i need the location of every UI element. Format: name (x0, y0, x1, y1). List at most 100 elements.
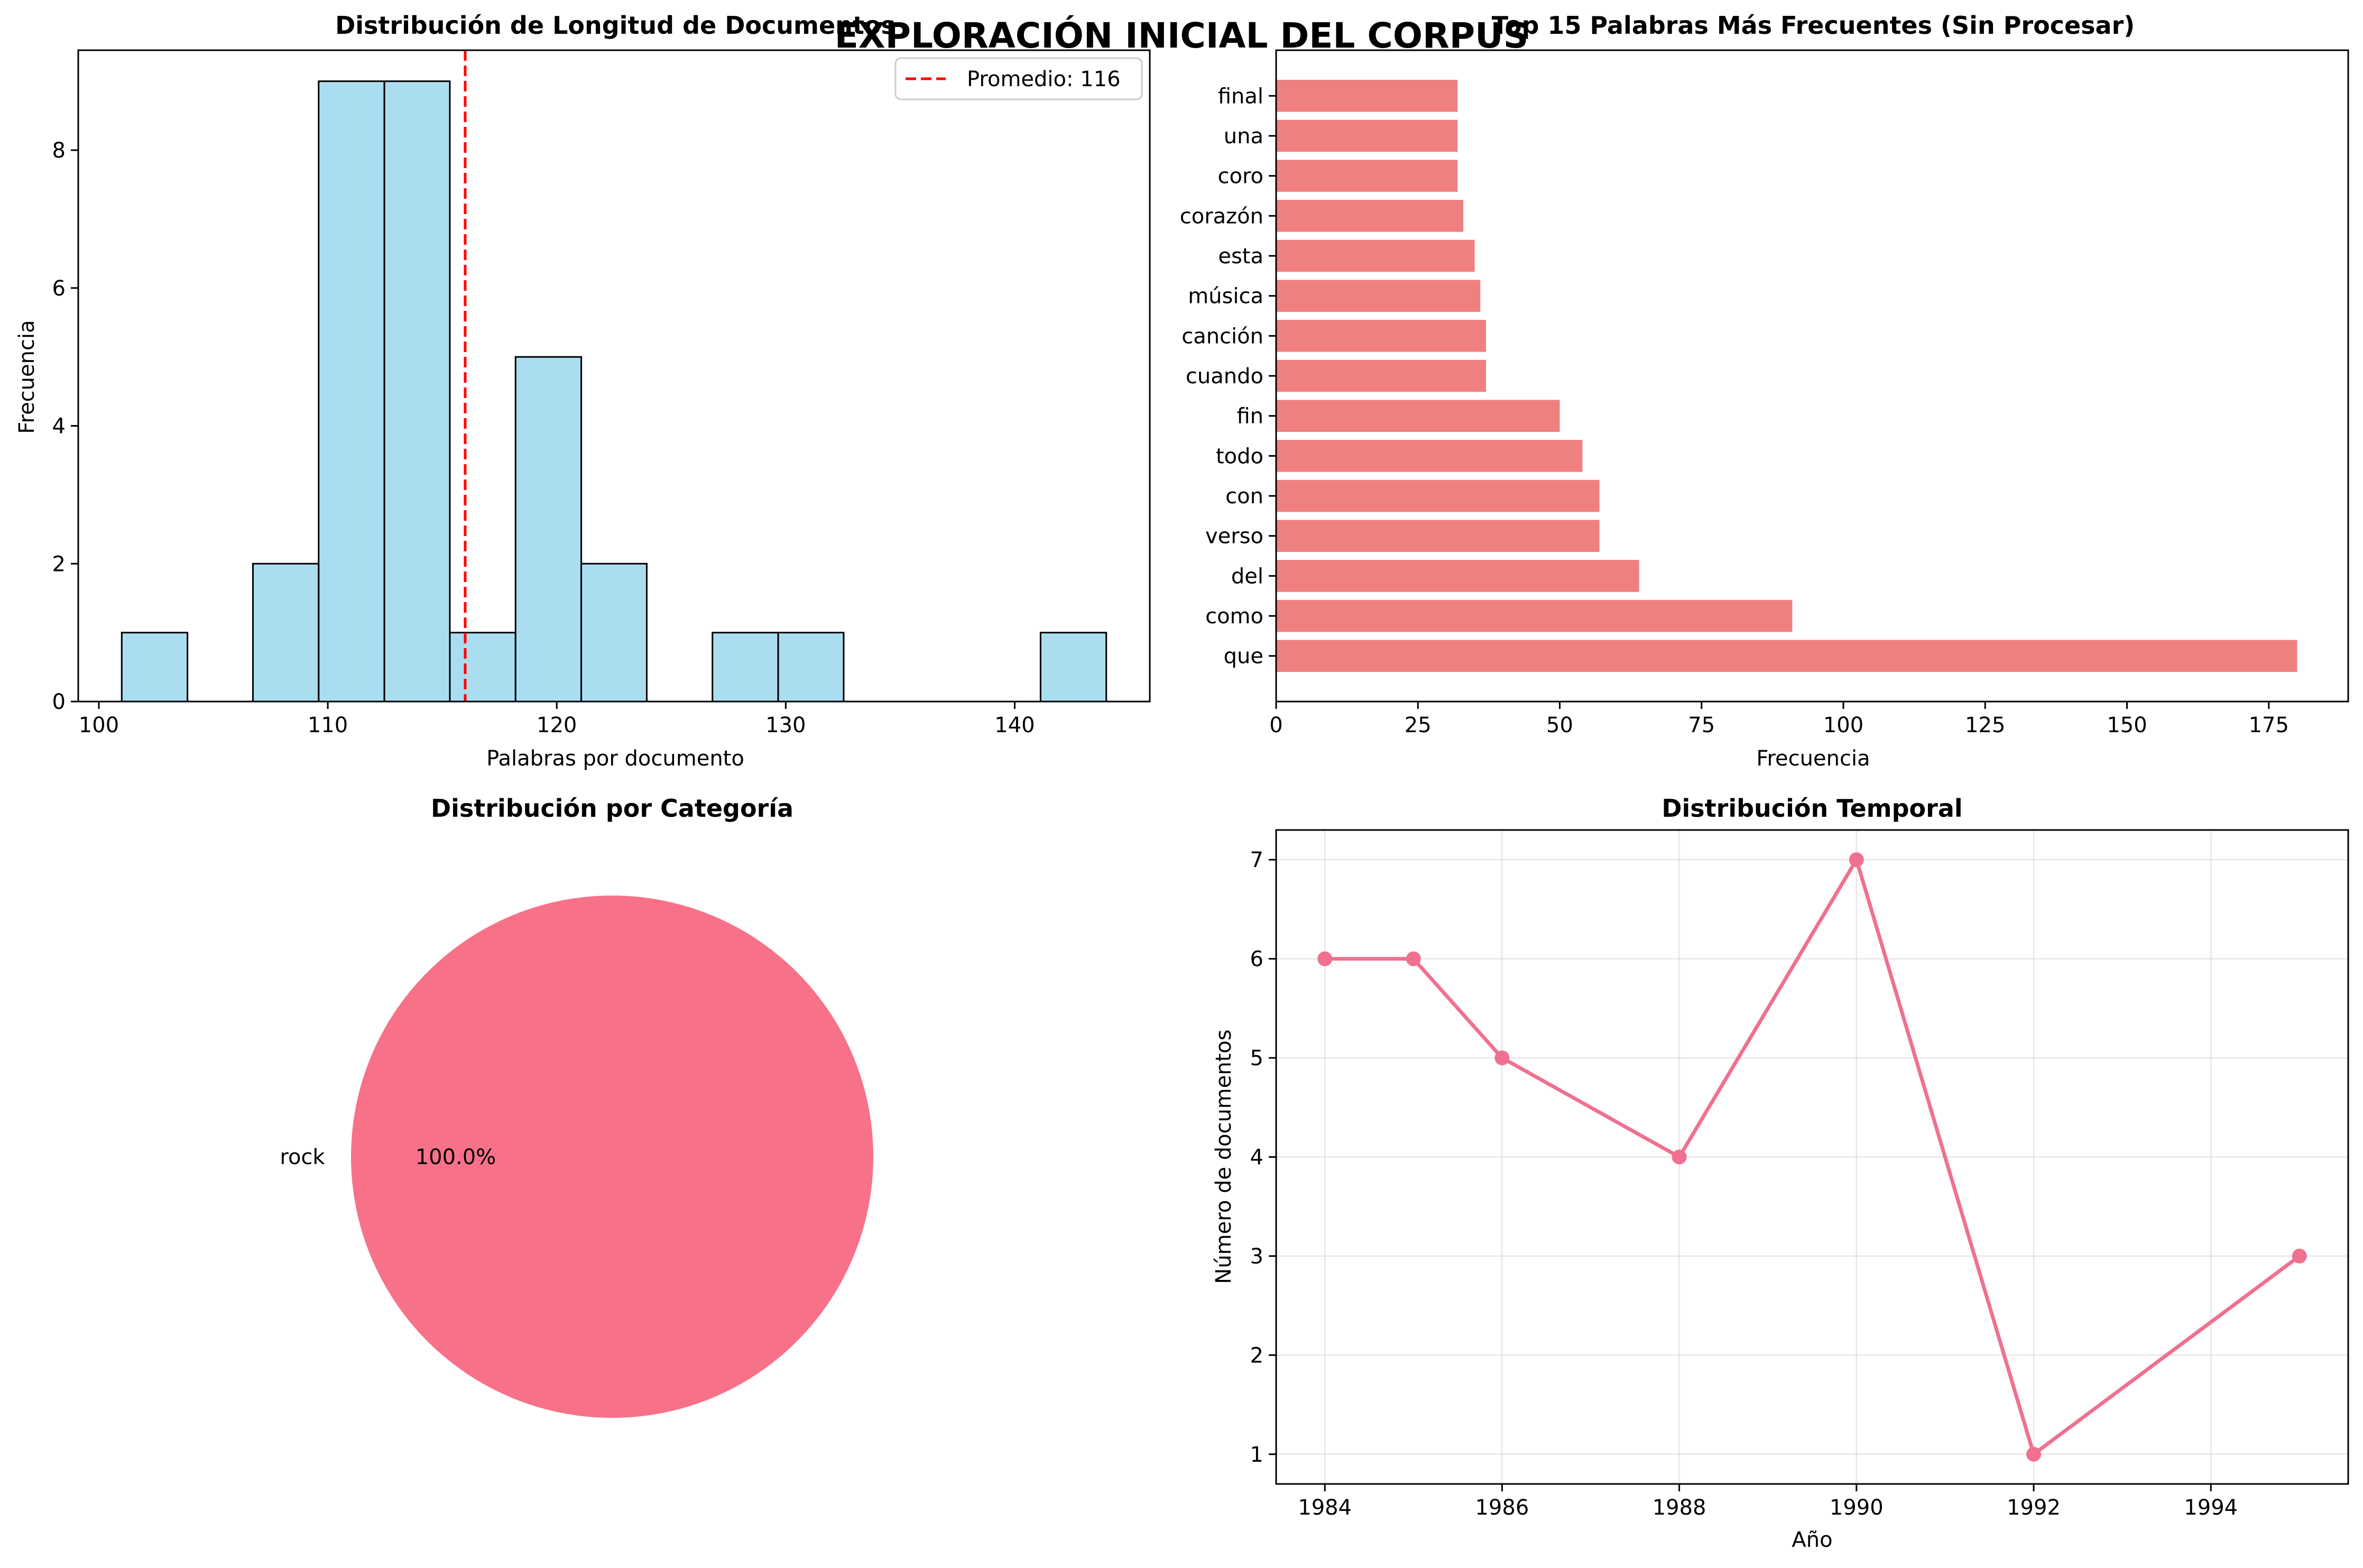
word-bar (1276, 359, 1487, 392)
temporal-point (1672, 1149, 1687, 1165)
temporal-y-tick-label: 6 (1250, 947, 1263, 972)
histogram-title: Distribución de Longitud de Documentos (335, 11, 896, 40)
histogram-x-tick-label: 100 (79, 713, 119, 737)
legend-mean-label: Promedio: 116 (967, 67, 1121, 91)
histogram-ticks: 100 110 120 130 140 0 2 4 6 8 (52, 139, 1035, 737)
histogram-y-tick-label: 6 (52, 276, 66, 301)
temporal-y-tick-label: 5 (1250, 1046, 1263, 1071)
histogram-x-tick-label: 140 (994, 713, 1035, 737)
word-bar (1276, 200, 1464, 232)
word-label: verso (1205, 524, 1263, 549)
histogram-y-tick-label: 8 (52, 139, 66, 163)
top-words-ticks: que como del verso con todo fin cuando canción mú… (1180, 84, 2289, 737)
top-words-x-tick-label: 75 (1688, 713, 1715, 737)
top-words-x-tick-label: 125 (1965, 713, 2005, 737)
temporal-grid (1276, 830, 2348, 1484)
histogram-bar (383, 80, 451, 703)
word-label: que (1224, 644, 1263, 669)
word-label: coro (1217, 164, 1263, 189)
word-bar (1276, 400, 1560, 432)
word-bar (1276, 440, 1583, 472)
word-label: cuando (1186, 364, 1263, 389)
word-bar (1276, 479, 1600, 512)
temporal-y-tick-label: 1 (1250, 1443, 1263, 1467)
word-label: música (1188, 284, 1263, 309)
histogram-bar (252, 562, 320, 703)
temporal-y-tick-label: 4 (1250, 1146, 1263, 1170)
temporal-x-tick-label: 1990 (1830, 1496, 1884, 1520)
word-label: todo (1216, 444, 1263, 468)
histogram-x-tick-label: 120 (537, 713, 577, 737)
temporal-x-tick-label: 1986 (1475, 1496, 1529, 1520)
temporal-x-axis-label: Año (1792, 1528, 1832, 1552)
top-words-bars (1276, 80, 2297, 672)
histogram-bar (712, 632, 779, 703)
legend-box (894, 57, 1143, 100)
histogram-bar (580, 562, 648, 703)
category-panel: Distribución por Categoría rock 100.0% (280, 794, 873, 1418)
top-words-title: Top 15 Palabras Más Frecuentes (Sin Proc… (1492, 11, 2135, 40)
word-bar (1276, 280, 1481, 312)
temporal-y-tick-label: 2 (1250, 1343, 1263, 1368)
histogram-bar (318, 80, 385, 703)
temporal-title: Distribución Temporal (1662, 794, 1962, 823)
histogram-bar (777, 632, 845, 703)
histogram-bar (514, 356, 583, 703)
word-bar (1276, 640, 2297, 672)
temporal-panel: Distribución Temporal Año Número de docu… (1212, 794, 2349, 1552)
histogram-x-axis-label: Palabras por documento (486, 746, 744, 771)
histogram-bar (1039, 632, 1107, 703)
temporal-point (2026, 1446, 2042, 1462)
top-words-x-tick-label: 150 (2107, 713, 2147, 737)
histogram-y-tick-label: 4 (52, 414, 66, 439)
figure-suptitle: EXPLORACIÓN INICIAL DEL CORPUS (835, 15, 1529, 56)
histogram-axes-frame (77, 49, 1151, 703)
top-words-x-tick-label: 25 (1405, 713, 1432, 737)
temporal-y-tick-label: 3 (1250, 1244, 1263, 1269)
word-bar (1276, 160, 1458, 192)
temporal-ticks: 1984 1986 1988 1990 1992 1994 1 2 3 4 5 6 7 (1250, 848, 2238, 1520)
temporal-axes-frame (1275, 829, 2349, 1485)
word-label: esta (1218, 244, 1263, 269)
word-label: con (1225, 484, 1263, 509)
temporal-y-axis-label: Número de documentos (1212, 1029, 1236, 1284)
word-bar (1276, 239, 1475, 272)
temporal-point (1494, 1050, 1510, 1066)
word-bar (1276, 80, 1458, 112)
word-label: corazón (1180, 204, 1263, 228)
word-bar (1276, 520, 1600, 552)
temporal-point (1849, 852, 1864, 868)
histogram-y-tick-label: 0 (52, 690, 66, 714)
word-bar (1276, 119, 1458, 152)
histogram-bar (121, 632, 189, 703)
top-words-axes-frame (1275, 49, 2349, 703)
histogram-legend: Promedio: 116 (894, 57, 1143, 100)
histogram-bars (121, 80, 1107, 703)
word-label: final (1218, 84, 1263, 108)
word-label: una (1224, 124, 1263, 149)
temporal-x-tick-label: 1994 (2184, 1496, 2238, 1520)
histogram-bar (449, 632, 516, 703)
top-words-x-tick-label: 50 (1546, 713, 1573, 737)
histogram-y-tick-label: 2 (52, 552, 66, 576)
pie-percent-rock: 100.0% (416, 1145, 496, 1169)
histogram-panel: Distribución de Longitud de Documentos P… (15, 11, 1151, 771)
top-words-x-tick-label: 175 (2249, 713, 2289, 737)
word-label: fin (1236, 404, 1263, 429)
word-bar (1276, 599, 1793, 632)
histogram-y-axis-label: Frecuencia (15, 320, 39, 433)
top-words-panel: Top 15 Palabras Más Frecuentes (Sin Proc… (1180, 11, 2349, 771)
pie-slice-rock (351, 896, 873, 1418)
word-label: canción (1182, 324, 1263, 348)
top-words-x-axis-label: Frecuencia (1756, 746, 1870, 771)
word-label: como (1205, 604, 1263, 629)
category-title: Distribución por Categoría (431, 794, 793, 823)
temporal-x-tick-label: 1984 (1298, 1496, 1352, 1520)
word-bar (1276, 320, 1487, 352)
word-label: del (1231, 564, 1263, 588)
temporal-x-tick-label: 1992 (2007, 1496, 2061, 1520)
temporal-x-tick-label: 1988 (1653, 1496, 1706, 1520)
pie-label-rock: rock (280, 1145, 325, 1169)
temporal-points (1317, 852, 2307, 1462)
